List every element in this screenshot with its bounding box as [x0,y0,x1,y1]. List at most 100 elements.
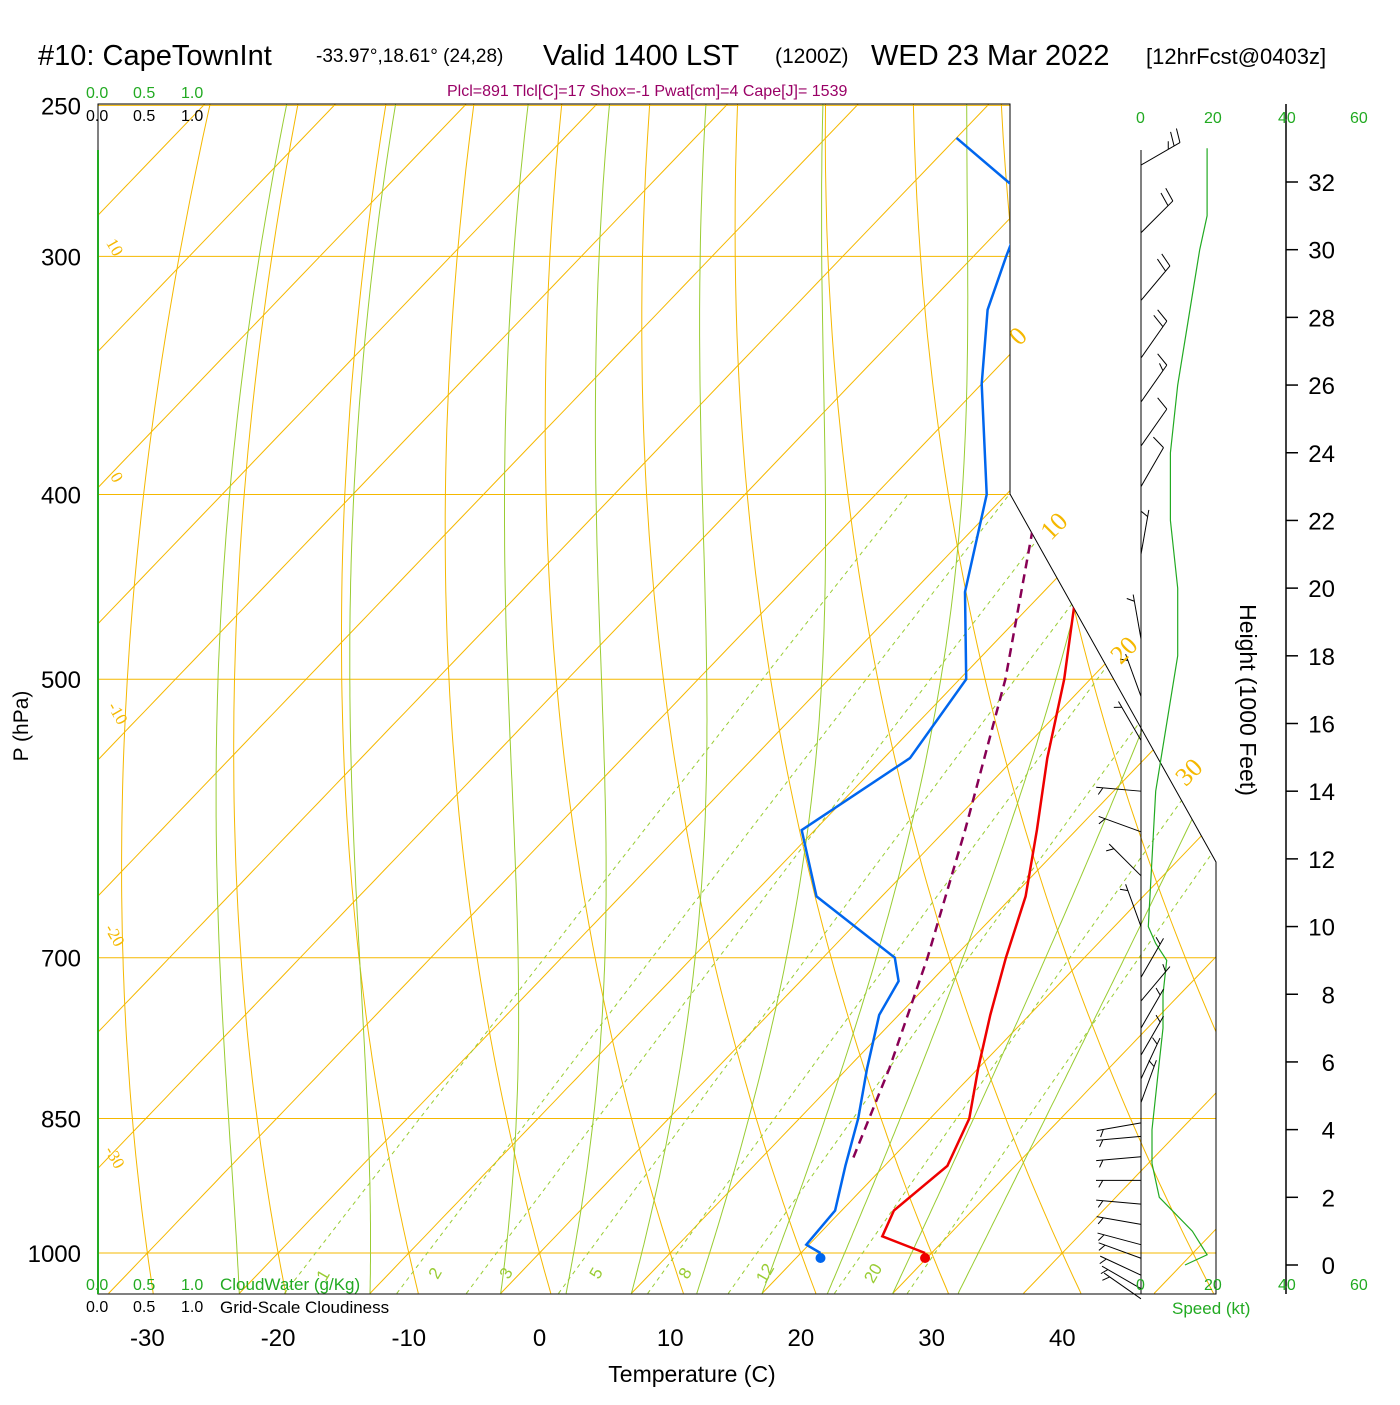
height-tick-label: 10 [1308,915,1335,942]
mixing-ratio-line [648,495,1235,1294]
wind-barb [1096,1157,1141,1168]
dewpoint-line [802,138,1029,1253]
moist-adiabat-line [893,72,1335,1294]
isotherm-line [239,72,1400,1294]
wind-barb-staff [1096,1200,1141,1204]
pressure-tick-label: 250 [41,93,81,120]
valid-time: Valid 1400 LST [543,40,739,73]
dry-adiabat-line [122,72,218,1294]
wind-barb-feather [1127,598,1135,601]
cloudiness-tick-top-0: 0.0 [86,108,108,126]
temperature-tick-label: 20 [788,1325,815,1352]
y-axis-title: P (hPa) [10,691,33,762]
cloudiness-label: Grid-Scale Cloudiness [220,1298,389,1318]
moist-adiabat-line [697,72,826,1294]
height-tick-label: 28 [1308,305,1335,332]
moist-adiabat-line [762,72,968,1294]
mixing-ratio-line [466,495,1072,1294]
wind-barb-feather [1158,398,1167,409]
isotherm-label: -30 [101,1143,129,1172]
surface-dewpoint-dot [816,1253,826,1263]
isotherm-line [1024,72,1400,1294]
mixing-ratio-line [397,495,1009,1294]
wind-barb-feather [1157,259,1165,271]
mixing-ratio-line [559,495,1155,1294]
wind-barb [1096,1136,1141,1147]
wind-barb-feather [1153,1038,1158,1045]
temperature-tick-label: 30 [918,1325,945,1352]
isotherm-label: 0 [1003,321,1033,351]
wind-barb-feather [1158,310,1167,321]
wind-barb-feather [1102,1277,1109,1280]
wind-barb-feather [1156,988,1160,995]
station-title: #10: CapeTownInt [38,40,272,73]
wind-barb-feather [1158,354,1167,365]
wind-barb [1106,844,1141,876]
cloudwater-tick-top-2: 1.0 [181,85,203,103]
cloudwater-tick-bottom-1: 0.5 [133,1277,155,1295]
pressure-tick-label: 1000 [28,1241,81,1268]
height-axis-title: Height (1000 Feet) [1235,604,1261,796]
isotherm-line [0,72,889,1294]
cloudwater-tick-top-1: 0.5 [133,85,155,103]
station-coords: -33.97°,18.61° (24,28) [316,46,503,68]
cloudwater-tick-bottom-2: 1.0 [181,1277,203,1295]
height-tick-label: 14 [1308,779,1335,806]
wind-barb-feather [1120,889,1128,890]
speed-tick-bottom-0: 0 [1136,1277,1145,1295]
moist-adiabat-line [501,72,533,1294]
wind-barb-feather [1098,1218,1103,1224]
wind-barb-feather [1161,193,1168,206]
cloudiness-tick-top-1: 0.5 [133,108,155,126]
plot-frame [98,104,1216,1294]
height-tick-label: 8 [1322,982,1335,1009]
height-tick-label: 26 [1308,373,1335,400]
wind-barb-feather [1162,254,1170,266]
speed-tick-top-1: 20 [1204,110,1222,128]
wind-barb [1100,1256,1141,1275]
speed-tick-bottom-2: 40 [1278,1277,1296,1295]
grid-layer [0,72,1400,1294]
wind-barb-feather [1098,1235,1104,1241]
pressure-tick-label: 400 [41,482,81,509]
speed-axis-label: Speed (kt) [1172,1299,1250,1319]
mixing-ratio-line [835,495,1400,1294]
wind-barb [1141,1038,1160,1079]
wind-barb-feather [1159,363,1162,370]
speed-tick-bottom-1: 20 [1204,1277,1222,1295]
wind-barb-staff [1100,1256,1141,1275]
isotherm-line [762,72,1400,1294]
wind-barb [1096,1180,1141,1187]
pressure-tick-label: 500 [41,667,81,694]
dry-adiabat-line [735,72,948,1294]
wind-barb-feather [1099,1180,1103,1187]
wind-barb-feather [1163,964,1166,972]
dry-adiabat-line [1174,72,1400,1294]
isotherm-line [501,72,1400,1294]
zulu-time: (1200Z) [775,45,849,69]
mixing-ratio-label: 8 [675,1264,696,1282]
wind-barb-staff [1141,448,1164,487]
isotherm-label: 0 [106,469,127,486]
wind-barb-feather [1106,849,1114,851]
wind-barb-feather [1099,1245,1105,1250]
wind-barb-staff [1096,1157,1141,1161]
speed-tick-top-3: 60 [1350,110,1368,128]
speed-tick-top-0: 0 [1136,110,1145,128]
height-tick-label: 24 [1308,441,1335,468]
forecast-info: [12hrFcst@0403z] [1146,44,1326,70]
isotherm-label: 10 [102,235,127,259]
mixing-ratio-label: 20 [860,1260,886,1286]
wind-barb-feather [1166,188,1173,201]
height-tick-label: 22 [1308,508,1335,535]
height-tick-label: 16 [1308,712,1335,739]
wind-barb-feather [1098,788,1103,795]
wind-barb [1141,437,1164,486]
x-axis-title: Temperature (C) [608,1361,775,1387]
cloudwater-tick-top-0: 0.0 [86,85,108,103]
temperature-line [882,138,1126,1253]
wind-barb-feather [1171,132,1175,146]
isotherm-line [109,72,1282,1294]
height-tick-label: 20 [1308,576,1335,603]
